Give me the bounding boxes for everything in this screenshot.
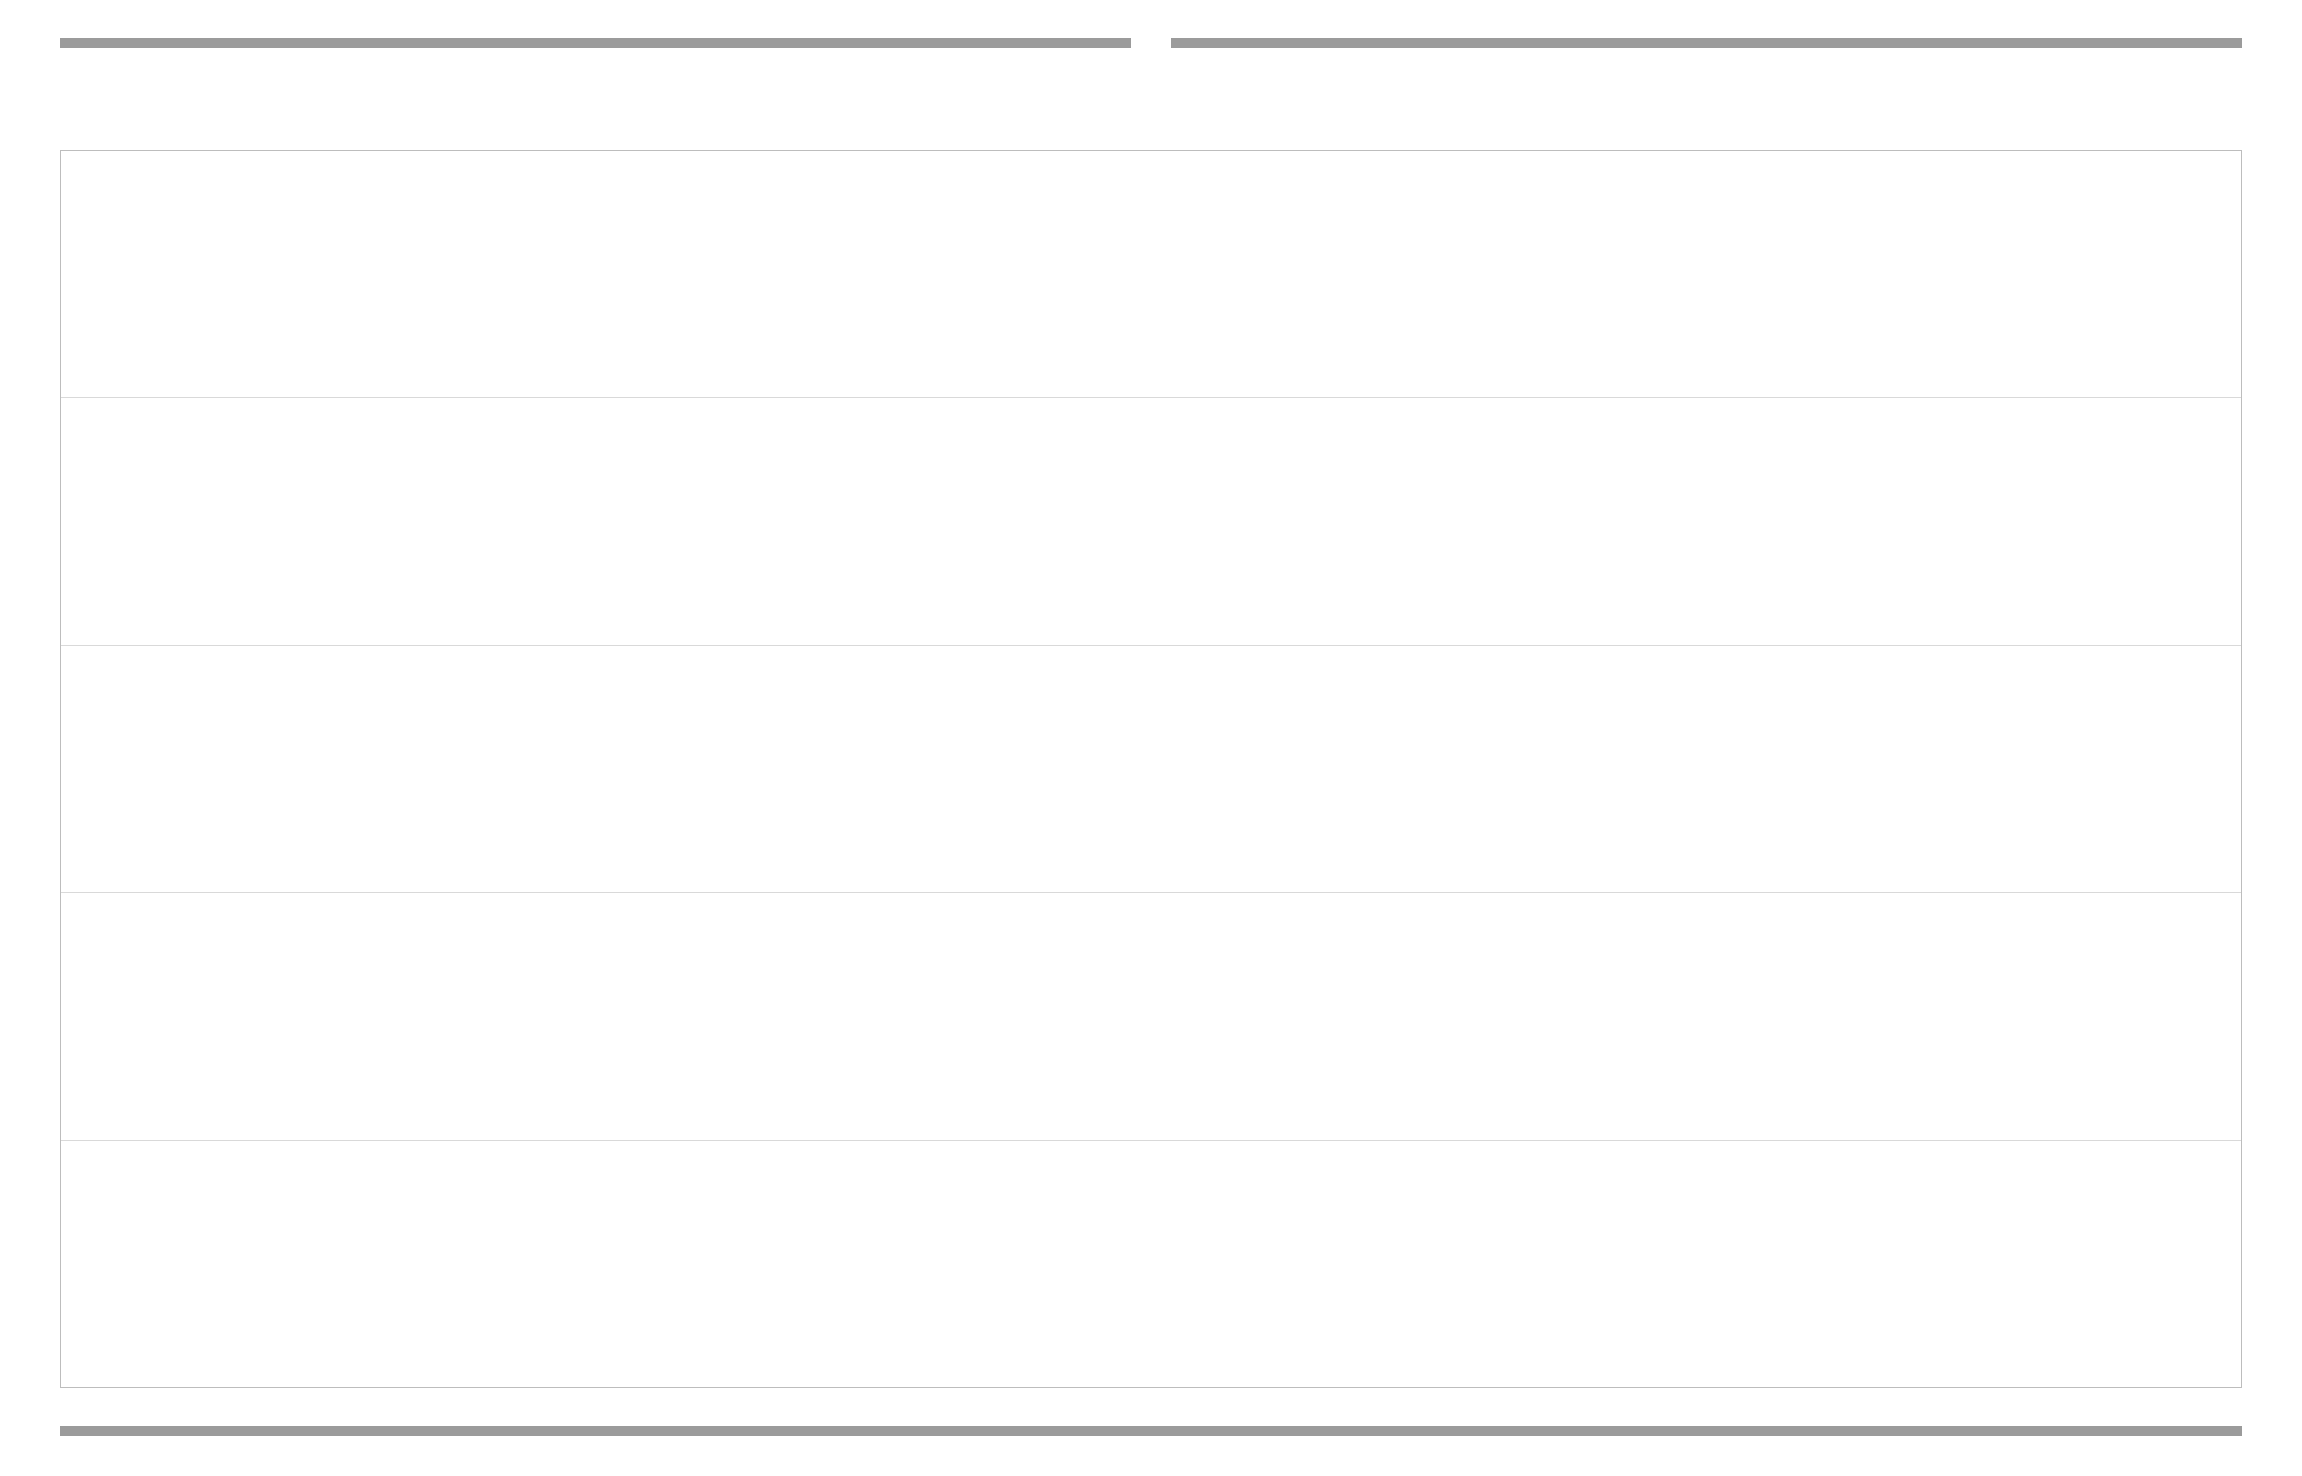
legend-swatch — [1181, 76, 1237, 132]
legend-item-streaming — [1181, 76, 1251, 132]
plot-area — [60, 150, 2242, 1388]
legend — [60, 76, 2242, 132]
footer — [60, 1426, 2242, 1436]
footer-rule — [60, 1426, 2242, 1436]
subtitle-row — [60, 38, 2242, 48]
subtitle-rule-right — [1171, 38, 2242, 48]
subtitle-rule-left — [60, 38, 1131, 48]
bars-container — [61, 151, 2241, 1387]
chart — [60, 150, 2242, 1400]
legend-swatch — [1051, 76, 1107, 132]
legend-item-over-the-air — [1051, 76, 1121, 132]
